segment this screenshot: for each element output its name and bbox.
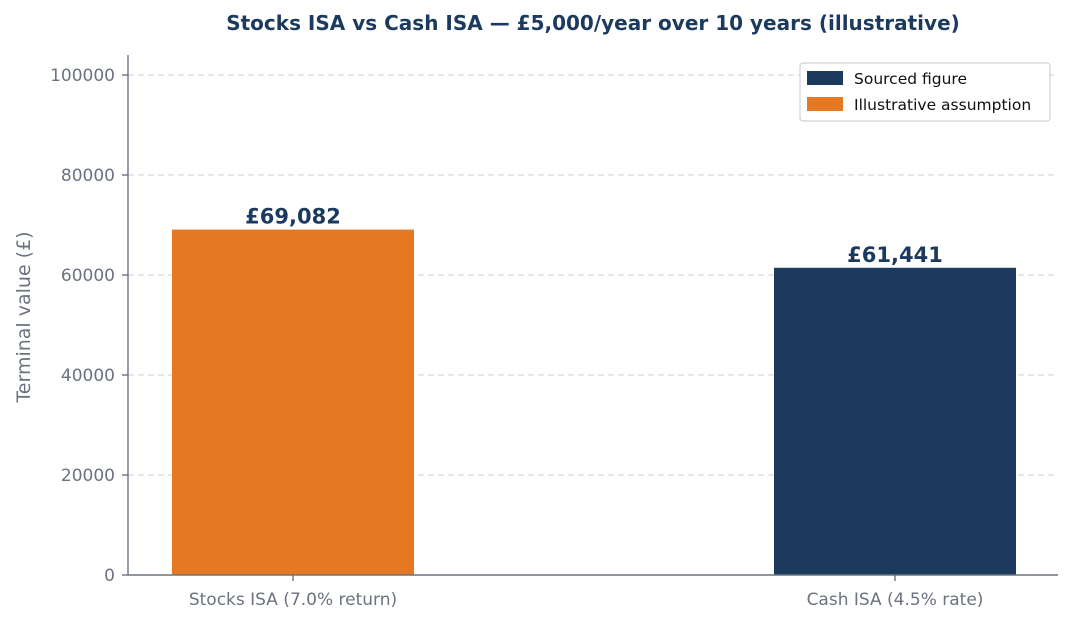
bar-stocks-isa <box>172 229 414 575</box>
y-tick-label: 80000 <box>61 166 115 186</box>
y-tick-label: 40000 <box>61 366 115 386</box>
axes <box>127 55 1058 576</box>
bars <box>172 229 1016 575</box>
x-tick-label: Stocks ISA (7.0% return) <box>189 590 397 610</box>
legend: Sourced figure Illustrative assumption <box>799 62 1051 122</box>
bar-value-label: £61,441 <box>847 243 943 267</box>
legend-swatch-illustrative <box>807 97 843 111</box>
legend-label-sourced: Sourced figure <box>854 70 967 88</box>
chart-title: Stocks ISA vs Cash ISA — £5,000/year ove… <box>226 11 960 35</box>
y-tick-label: 100000 <box>50 66 115 86</box>
x-ticks: Stocks ISA (7.0% return) Cash ISA (4.5% r… <box>189 575 984 610</box>
legend-label-illustrative: Illustrative assumption <box>854 96 1031 114</box>
y-ticks: 0 20000 40000 60000 80000 100000 <box>50 66 128 586</box>
data-labels: £69,082 £61,441 <box>245 205 943 267</box>
y-tick-label: 0 <box>104 566 115 586</box>
x-tick-label: Cash ISA (4.5% rate) <box>807 590 984 610</box>
legend-swatch-sourced <box>807 71 843 85</box>
bar-value-label: £69,082 <box>245 205 341 229</box>
legend-box <box>799 62 1051 122</box>
bar-cash-isa <box>774 267 1016 575</box>
y-tick-label: 20000 <box>61 466 115 486</box>
y-tick-label: 60000 <box>61 266 115 286</box>
y-axis-label: Terminal value (£) <box>13 231 35 403</box>
